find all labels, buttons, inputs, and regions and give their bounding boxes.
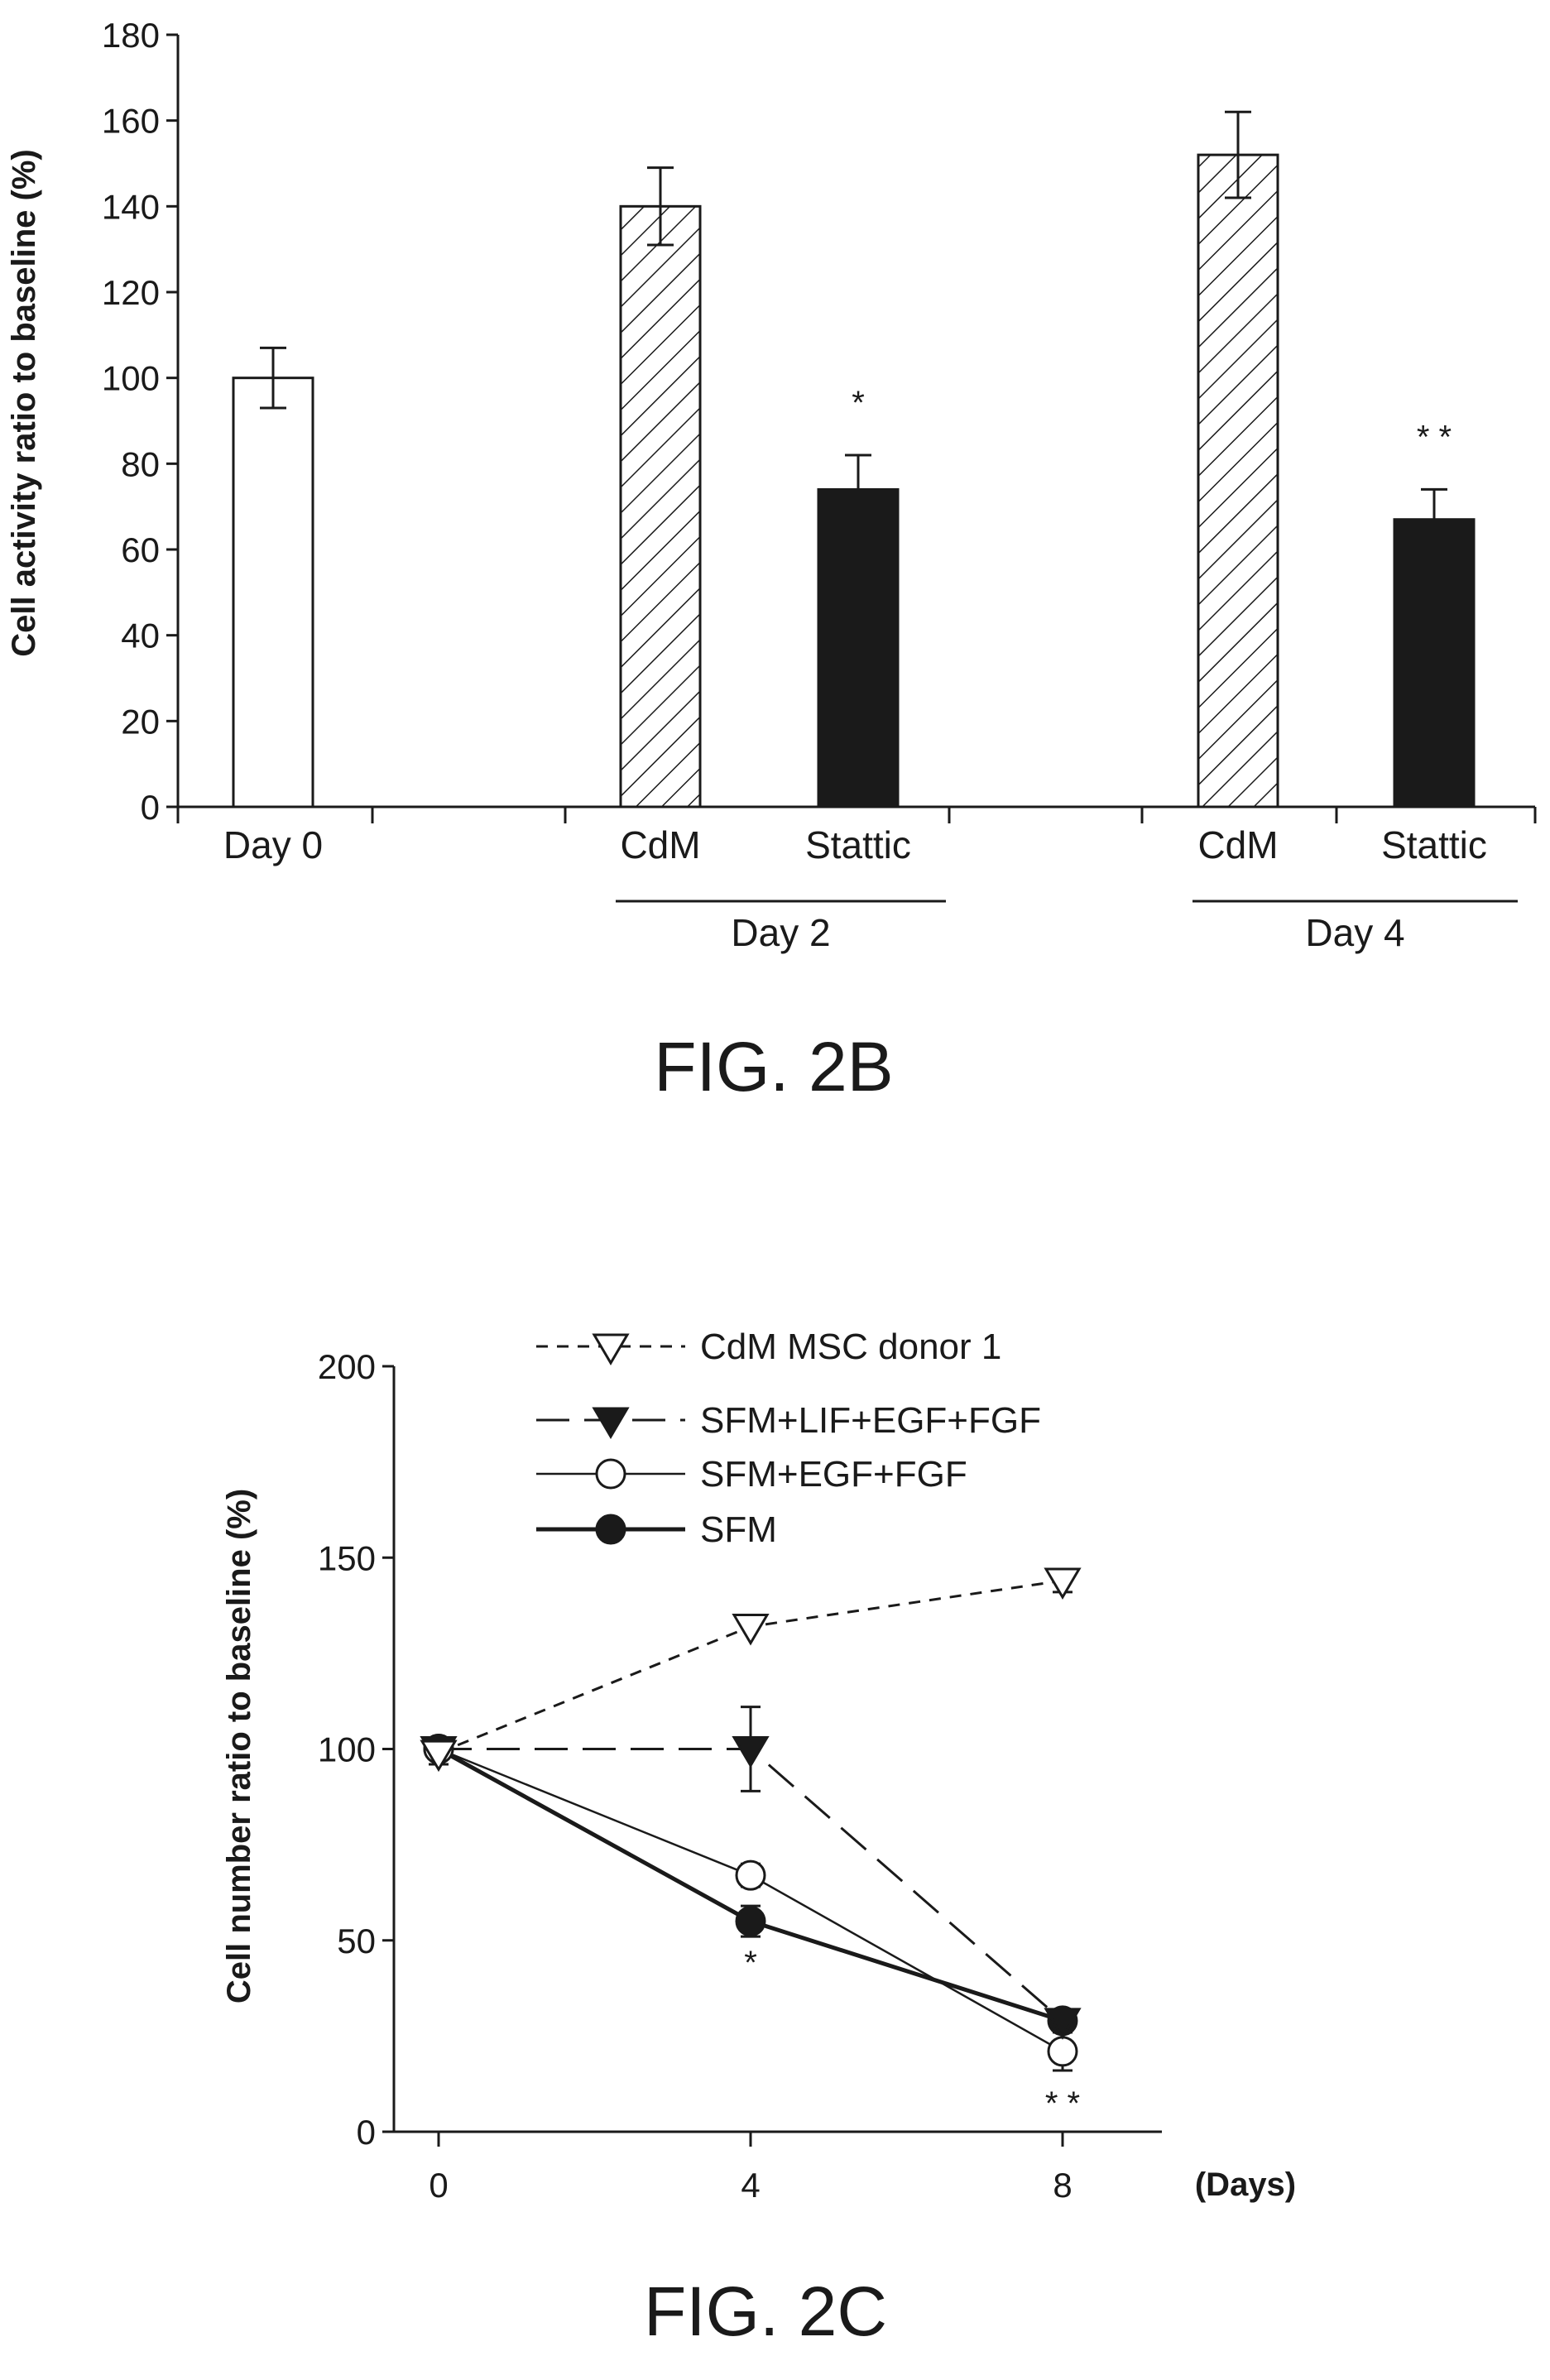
x-axis-label: (Days) — [1195, 2166, 1296, 2203]
y-tick-label: 0 — [357, 2113, 376, 2152]
data-point — [1044, 1567, 1082, 1600]
data-point — [420, 1739, 458, 1773]
bar-chart-fig-2b: 0 20 40 60 80 100 120 140 160 180 Day 0 CdM Stattic C… — [6, 16, 1537, 954]
line-chart-marks: * * * — [420, 1567, 1082, 2122]
y-tick-label: 0 — [141, 788, 160, 827]
y-tick-label: 180 — [102, 16, 160, 55]
significance-marker: * * — [1417, 419, 1452, 455]
legend-label: CdM MSC donor 1 — [700, 1327, 1001, 1367]
y-tick-label: 20 — [121, 702, 160, 741]
data-point — [732, 1736, 770, 1768]
x-tick-label: 0 — [429, 2166, 448, 2205]
y-tick-label: 60 — [121, 530, 160, 569]
category-label: CdM — [620, 823, 700, 866]
legend-label: SFM+LIF+EGF+FGF — [700, 1400, 1041, 1441]
y-tick-label: 120 — [102, 273, 160, 312]
y-tick-label: 140 — [102, 187, 160, 226]
significance-marker: * * — [1045, 2085, 1080, 2122]
y-tick-label: 80 — [121, 444, 160, 483]
y-tick-label: 40 — [121, 617, 160, 655]
chart-legend: CdM MSC donor 1 SFM+LIF+EGF+FGF SFM+EGF+FG… — [536, 1327, 1041, 1550]
y-tick-label: 100 — [318, 1730, 376, 1769]
y-tick-label: 160 — [102, 102, 160, 141]
bar — [619, 204, 702, 809]
bar — [817, 487, 900, 809]
y-tick-label: 100 — [102, 359, 160, 398]
data-point — [735, 1906, 766, 1937]
figure-caption-2b: FIG. 2B — [654, 1028, 893, 1106]
y-tick-label: 150 — [318, 1538, 376, 1577]
significance-marker: * — [744, 1945, 757, 1981]
line-chart-axes: 0 50 100 150 200 0 4 8 — [318, 1347, 1162, 2205]
bar — [1393, 518, 1476, 809]
bar-chart-axes: 0 20 40 60 80 100 120 140 160 180 Day 0 CdM Stattic C… — [102, 16, 1537, 954]
significance-marker: * — [852, 385, 865, 421]
bar — [232, 377, 314, 809]
legend-label: SFM — [700, 1509, 777, 1550]
x-tick-label: 4 — [741, 2166, 760, 2205]
group-label: Day 2 — [731, 911, 830, 954]
figure-caption-2c: FIG. 2C — [644, 2272, 887, 2350]
y-tick-label: 200 — [318, 1347, 376, 1386]
data-point — [1047, 2036, 1078, 2067]
category-label: Day 0 — [223, 823, 323, 866]
x-tick-label: 8 — [1053, 2166, 1072, 2205]
data-point — [595, 1514, 626, 1545]
y-tick-label: 50 — [337, 1922, 376, 1960]
legend-label: SFM+EGF+FGF — [700, 1454, 967, 1495]
data-point — [735, 1859, 766, 1891]
category-label: Stattic — [805, 823, 911, 866]
line-chart-fig-2c: 0 50 100 150 200 0 4 8 * * * CdM MSC donor 1 SFM+… — [221, 1327, 1296, 2205]
data-point — [592, 1407, 630, 1439]
series-line — [438, 1748, 1063, 2052]
group-label: Day 4 — [1305, 911, 1404, 954]
data-point — [595, 1458, 626, 1490]
y-axis-label: Cell activity ratio to baseline (%) — [6, 149, 42, 657]
bar-chart-marks: * * * — [232, 110, 1476, 809]
data-point — [1044, 2008, 1082, 2040]
category-label: CdM — [1197, 823, 1278, 866]
data-point — [732, 1614, 770, 1646]
category-label: Stattic — [1381, 823, 1487, 866]
y-axis-label: Cell number ratio to baseline (%) — [221, 1489, 257, 2003]
bar — [1197, 153, 1279, 809]
data-point — [592, 1333, 630, 1365]
